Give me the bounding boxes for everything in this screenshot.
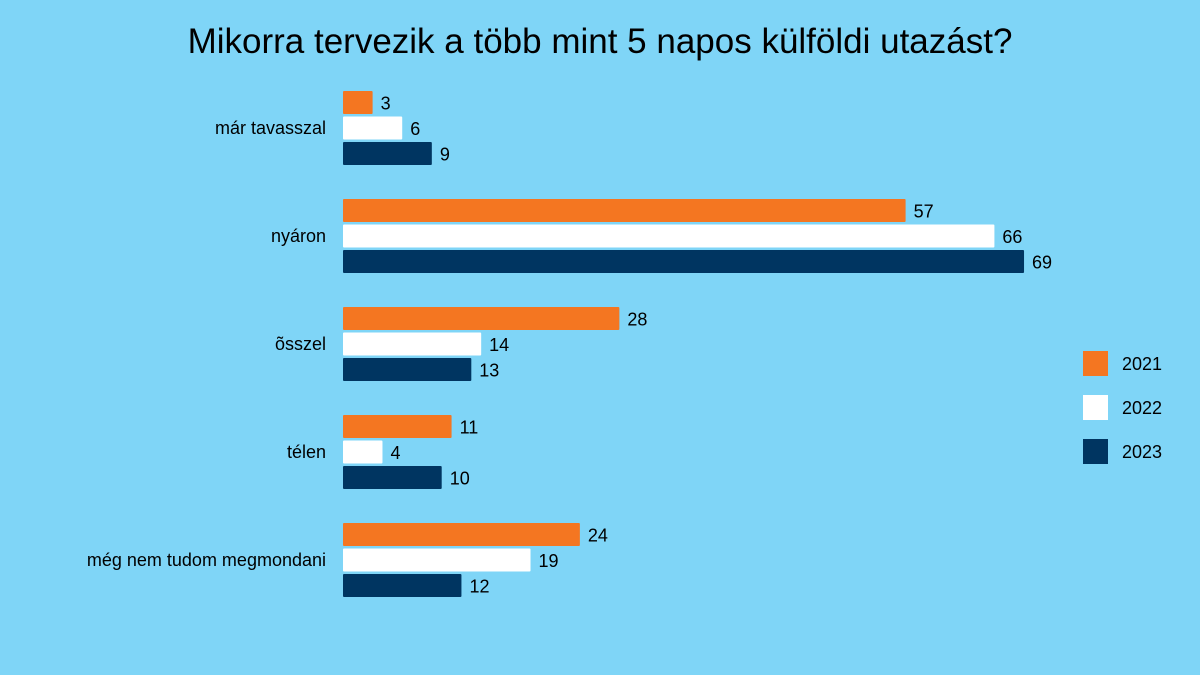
bar-2022 (343, 224, 995, 248)
data-label: 6 (410, 119, 420, 139)
data-label: 12 (469, 577, 489, 597)
category-label: már tavasszal (215, 118, 326, 138)
bar-2022 (343, 116, 403, 140)
data-label: 3 (381, 94, 391, 114)
category-label: õsszel (275, 334, 326, 354)
bar-2023 (343, 358, 472, 381)
legend-label: 2023 (1122, 442, 1162, 462)
data-label: 69 (1032, 253, 1052, 273)
bar-2021 (343, 307, 620, 330)
data-label: 4 (390, 443, 400, 463)
category-label: nyáron (271, 226, 326, 246)
data-label: 57 (914, 202, 934, 222)
legend-label: 2021 (1122, 354, 1162, 374)
data-label: 11 (460, 418, 479, 438)
bar-2021 (343, 523, 580, 546)
data-label: 28 (627, 310, 647, 330)
legend-swatch-2021 (1083, 351, 1108, 376)
bar-2022 (343, 440, 383, 464)
data-label: 24 (588, 526, 608, 546)
bar-2021 (343, 415, 452, 438)
category-label: még nem tudom megmondani (87, 550, 326, 570)
bar-2023 (343, 142, 432, 165)
chart-title: Mikorra tervezik a több mint 5 napos kül… (187, 22, 1013, 61)
data-label: 14 (489, 335, 509, 355)
legend-swatch-2023 (1083, 439, 1108, 464)
legend-swatch-2022 (1083, 395, 1108, 420)
bar-2022 (343, 332, 482, 356)
bar-2022 (343, 548, 531, 572)
legend-label: 2022 (1122, 398, 1162, 418)
category-label: télen (287, 442, 326, 462)
data-label: 66 (1002, 227, 1022, 247)
bar-2023 (343, 250, 1025, 273)
bar-2023 (343, 574, 462, 597)
bar-2021 (343, 91, 373, 114)
data-label: 19 (539, 551, 559, 571)
bar-2021 (343, 199, 906, 222)
bar-2023 (343, 466, 442, 489)
data-label: 10 (450, 469, 470, 489)
data-label: 13 (479, 361, 499, 381)
data-label: 9 (440, 145, 450, 165)
